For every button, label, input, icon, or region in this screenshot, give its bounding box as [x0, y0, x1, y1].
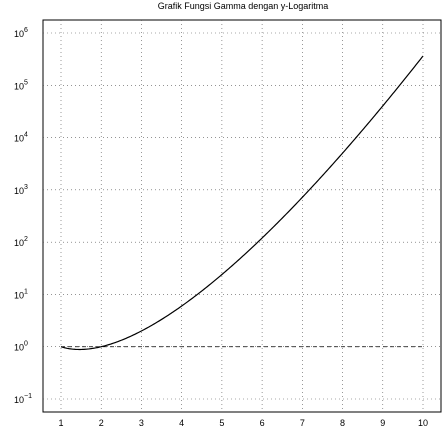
gamma-curve — [60, 55, 424, 351]
x-tick-label: 6 — [260, 418, 265, 428]
x-tick-label: 7 — [300, 418, 305, 428]
x-tick-label: 10 — [418, 418, 428, 428]
x-tick-label: 5 — [219, 418, 224, 428]
x-tick-label: 3 — [139, 418, 144, 428]
y-tick-label: 101 — [14, 288, 28, 300]
y-tick-label: 104 — [14, 132, 28, 144]
plot-frame — [42, 19, 442, 413]
x-tick-label: 8 — [340, 418, 345, 428]
chart-title: Grafik Fungsi Gamma dengan y-Logaritma — [158, 1, 329, 11]
x-tick-label: 9 — [380, 418, 385, 428]
y-tick-label: 102 — [14, 236, 28, 248]
y-tick-label: 100 — [14, 341, 28, 353]
y-axis-ticks: 10−1 100 101 102 103 104 105 106 — [14, 27, 32, 405]
grid — [43, 20, 441, 412]
x-axis-ticks: 1 2 3 4 5 6 7 8 9 10 — [58, 418, 428, 428]
x-tick-label: 4 — [179, 418, 184, 428]
x-tick-label: 2 — [99, 418, 104, 428]
y-tick-label: 103 — [14, 184, 28, 196]
x-tick-label: 1 — [58, 418, 63, 428]
series-layer — [60, 55, 424, 351]
y-tick-label: 106 — [14, 27, 28, 39]
y-tick-label: 105 — [14, 79, 28, 91]
y-tick-label: 10−1 — [14, 393, 32, 405]
